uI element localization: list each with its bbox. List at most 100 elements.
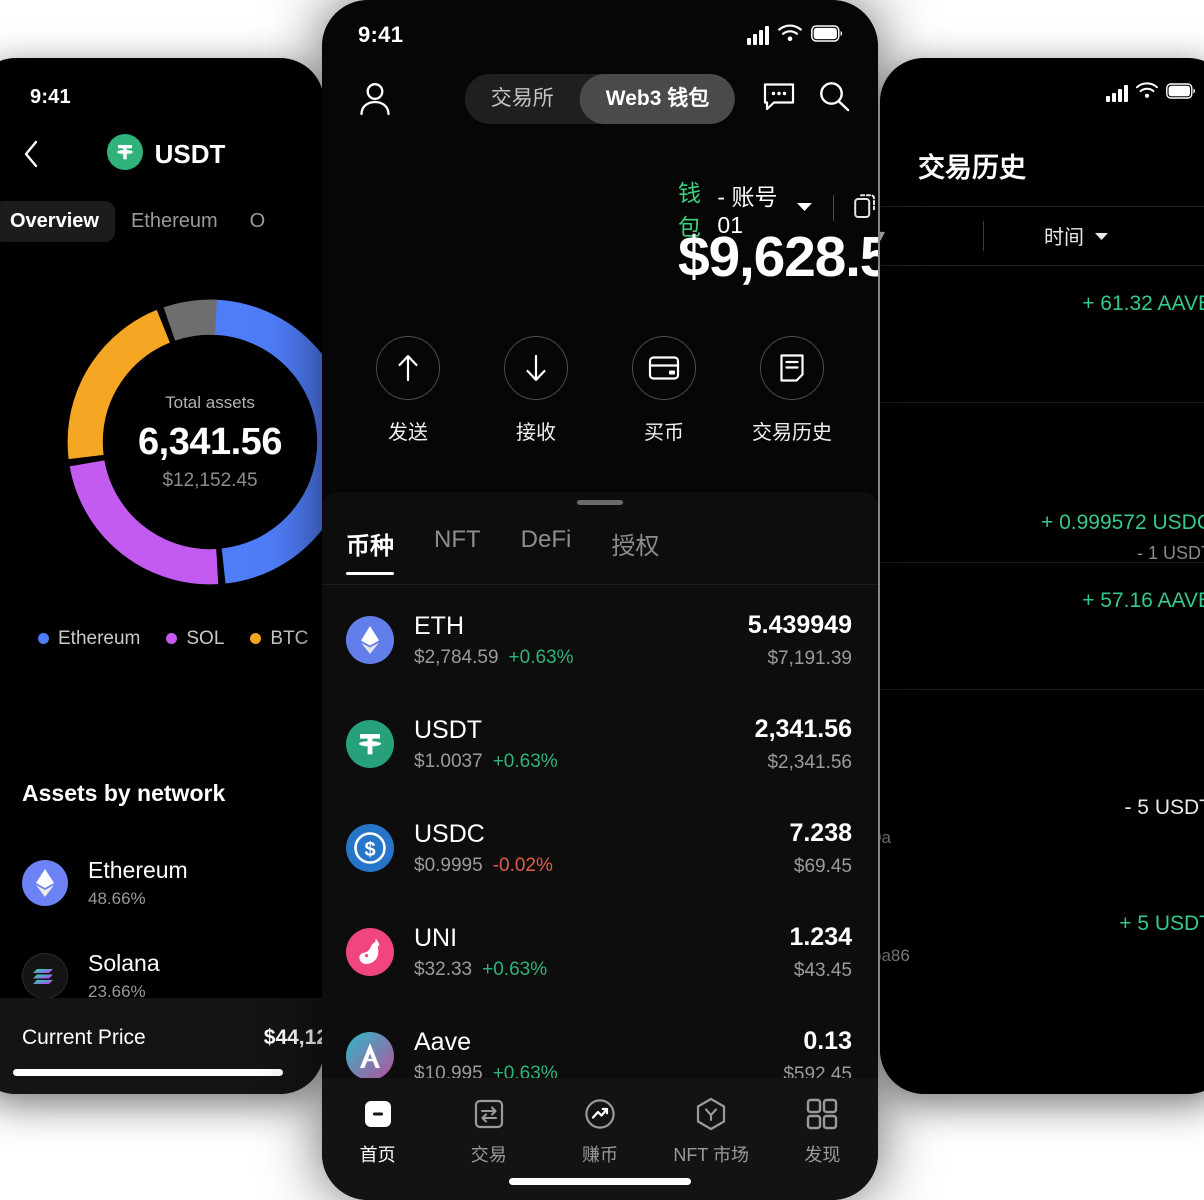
- legend-dot-ethereum: [38, 633, 49, 645]
- filter-caret-left-icon[interactable]: ▾: [880, 225, 886, 245]
- legend-dot-sol: [166, 633, 178, 645]
- left-tab-overview[interactable]: Overview: [0, 200, 115, 242]
- search-icon[interactable]: [818, 80, 850, 117]
- action-receive[interactable]: 接收: [481, 336, 591, 466]
- nav-earn[interactable]: 赚币: [544, 1096, 655, 1167]
- list-item[interactable]: ETH $2,784.59 +0.63% 5.439949 $7,191.39: [322, 588, 878, 692]
- token-info: USDC $0.9995 -0.02%: [414, 820, 789, 877]
- aave-icon: [346, 1032, 394, 1080]
- nav-label: 赚币: [582, 1145, 618, 1165]
- chat-bubble-icon[interactable]: [762, 80, 796, 117]
- left-phone-screen: 9:41 USDT Overview Ethereum O: [0, 58, 324, 1094]
- copy-icon[interactable]: [854, 193, 878, 224]
- tether-icon: [346, 720, 394, 768]
- table-row[interactable]: + 61.32 AAVE ): [880, 266, 1204, 403]
- left-footer-bar: Current Price $44,12: [0, 998, 324, 1094]
- token-balance: 5.439949: [747, 610, 852, 639]
- token-balance: 1.234: [789, 922, 852, 951]
- wallet-label: 钱包: [678, 180, 701, 240]
- signal-bars-icon: [1106, 84, 1128, 102]
- token-change: +0.63%: [508, 646, 574, 668]
- network-name: Ethereum: [88, 856, 188, 883]
- tx-amount: + 57.16 AAVE: [1082, 589, 1204, 612]
- left-tab-ethereum[interactable]: Ethereum: [130, 209, 218, 232]
- chevron-down-icon[interactable]: [796, 199, 813, 217]
- donut-legend: Ethereum SOL BTC: [0, 628, 324, 650]
- legend-dot-btc: [250, 633, 262, 645]
- arrow-up-icon: [376, 336, 440, 400]
- token-info: ETH $2,784.59 +0.63%: [414, 612, 748, 669]
- sheet-grab-handle[interactable]: [577, 500, 623, 505]
- tab-nft[interactable]: NFT: [434, 526, 481, 553]
- token-balance: 0.13: [803, 1026, 852, 1055]
- account-selector-row: 钱包 - 账号 01: [678, 174, 878, 242]
- token-balance: 7.238: [789, 818, 852, 847]
- tab-coins[interactable]: 币种: [346, 526, 394, 575]
- nav-home[interactable]: 首页: [322, 1096, 433, 1167]
- segment-exchange[interactable]: 交易所: [490, 87, 554, 110]
- battery-icon: [1166, 82, 1196, 104]
- action-label: 交易历史: [752, 422, 832, 444]
- nav-discover[interactable]: 发现: [767, 1096, 878, 1167]
- total-assets-sub: $12,152.45: [162, 469, 258, 491]
- left-tab-other[interactable]: O: [249, 209, 266, 232]
- list-item[interactable]: UNI $32.33 +0.63% 1.234 $43.45: [322, 900, 878, 1004]
- action-buy[interactable]: 买币: [609, 336, 719, 466]
- mode-segmented-control: 交易所 Web3 钱包: [464, 74, 736, 124]
- bottom-navigation: 首页 交易 赚币: [322, 1078, 878, 1200]
- token-value: $43.45: [793, 959, 852, 981]
- chevron-left-icon[interactable]: [18, 136, 44, 172]
- table-row[interactable]: + 5 USDT ba86: [880, 850, 1204, 980]
- wifi-icon: [1136, 82, 1158, 104]
- tx-sub-amount: - 1 USDT: [1136, 543, 1204, 563]
- assets-by-network-title: Assets by network: [22, 780, 226, 806]
- token-info: Aave $10.995 +0.63%: [414, 1028, 783, 1085]
- segment-web3-wallet[interactable]: Web3 钱包: [579, 74, 736, 124]
- right-phone-frame: 交易历史 ▾ 时间 + 61.32 AAVE ) + 0.999572 USDC: [880, 58, 1204, 1094]
- donut-center-labels: Total assets 6,341.56 $12,152.45: [50, 282, 324, 602]
- action-send[interactable]: 发送: [353, 336, 463, 466]
- nav-trade[interactable]: 交易: [433, 1096, 544, 1167]
- tab-defi[interactable]: DeFi: [520, 526, 572, 553]
- network-row-solana[interactable]: Solana 23.66%: [0, 929, 324, 1022]
- network-pct: 23.66%: [88, 981, 146, 1001]
- right-filter-bar: ▾ 时间: [880, 206, 1204, 266]
- nav-nft-market[interactable]: NFT 市场: [656, 1096, 767, 1167]
- token-price: $2,784.59: [414, 646, 499, 668]
- action-history[interactable]: 交易历史: [737, 336, 847, 466]
- token-info: UNI $32.33 +0.63%: [414, 924, 789, 981]
- action-label: 发送: [388, 422, 428, 444]
- left-coin-title: USDT: [0, 134, 324, 175]
- swap-icon: [473, 1096, 505, 1132]
- account-name[interactable]: - 账号 01: [717, 183, 778, 238]
- legend-label-ethereum: Ethereum: [58, 628, 141, 649]
- table-row[interactable]: + 0.999572 USDC - 1 USDT: [880, 403, 1204, 563]
- token-list: ETH $2,784.59 +0.63% 5.439949 $7,191.39: [322, 588, 878, 1140]
- wifi-icon: [778, 24, 802, 47]
- nft-market-icon: [695, 1096, 727, 1132]
- legend-item-ethereum: Ethereum: [38, 628, 140, 650]
- legend-item-sol: SOL: [166, 628, 224, 650]
- legend-label-sol: SOL: [186, 628, 225, 649]
- nav-label: 交易: [470, 1145, 507, 1165]
- current-price-label: Current Price: [22, 1026, 146, 1049]
- list-item[interactable]: USDT $1.0037 +0.63% 2,341.56 $2,341.56: [322, 692, 878, 796]
- usdc-icon: $: [346, 824, 394, 872]
- person-icon[interactable]: [358, 80, 392, 118]
- list-item[interactable]: $ USDC $0.9995 -0.02% 7.238 $69.45: [322, 796, 878, 900]
- battery-icon: [811, 24, 844, 47]
- document-icon: [760, 336, 824, 400]
- table-row[interactable]: - 5 USDT 0a: [880, 690, 1204, 850]
- token-price: $32.33: [414, 958, 473, 980]
- tab-approvals[interactable]: 授权: [611, 533, 660, 560]
- total-assets-value: 6,341.56: [138, 420, 282, 463]
- signal-bars-icon: [747, 26, 769, 45]
- assets-donut-chart: Total assets 6,341.56 $12,152.45: [0, 282, 324, 602]
- home-icon: [361, 1096, 395, 1132]
- token-holdings: 7.238 $69.45: [789, 819, 852, 878]
- center-status-icons: [747, 24, 844, 47]
- network-row-ethereum[interactable]: Ethereum 48.66%: [0, 836, 324, 929]
- table-row[interactable]: + 57.16 AAVE: [880, 563, 1204, 690]
- filter-time[interactable]: 时间: [1044, 221, 1109, 250]
